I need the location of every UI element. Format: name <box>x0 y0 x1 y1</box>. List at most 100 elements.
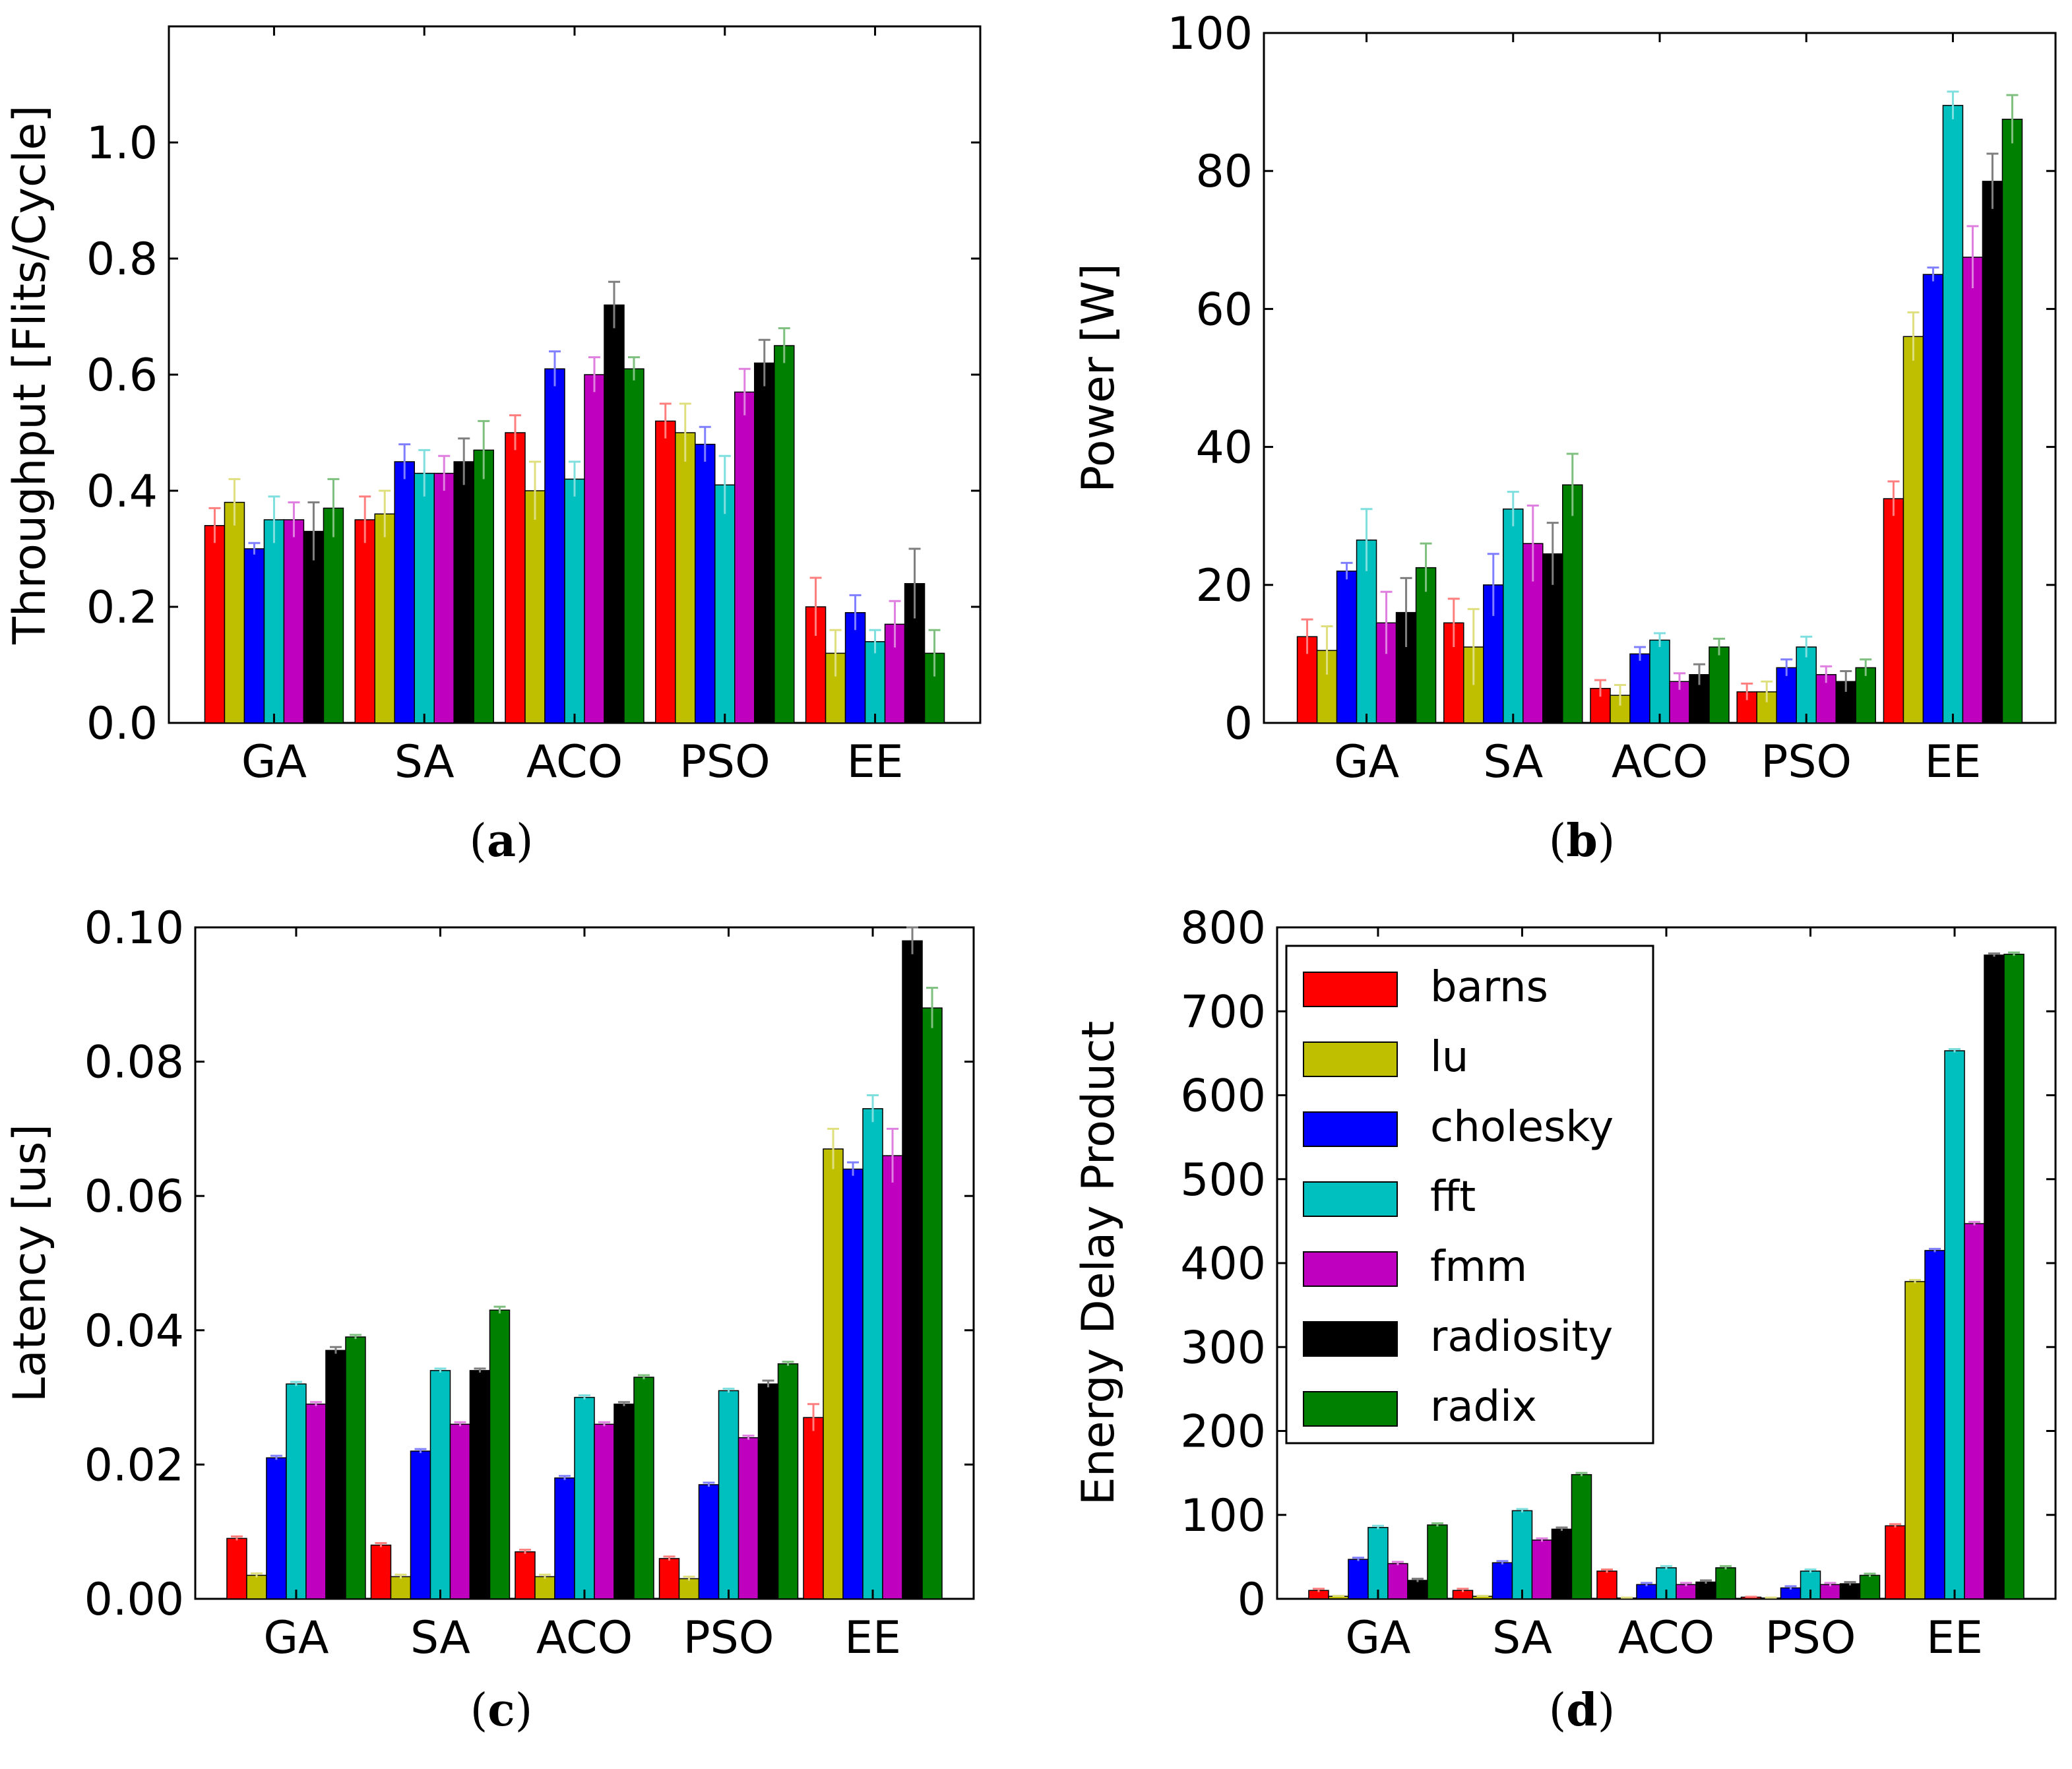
bar-radix <box>1571 1474 1592 1599</box>
bar-fft <box>286 1383 307 1599</box>
y-tick-label: 700 <box>1180 986 1266 1038</box>
bar-lu <box>374 513 395 724</box>
bar-radiosity <box>469 1370 491 1599</box>
bar-radiosity <box>902 940 923 1599</box>
bar-fmm <box>1819 1584 1841 1599</box>
bar-radix <box>623 368 644 724</box>
y-tick-label: 100 <box>1180 1490 1266 1542</box>
bar-cholesky <box>410 1450 431 1599</box>
bar-radix <box>1715 1567 1736 1599</box>
y-tick-label: 300 <box>1180 1322 1266 1374</box>
y-tick-label: 1.0 <box>86 117 158 170</box>
bar-lu <box>1904 1281 1926 1599</box>
x-tick-label: SA <box>394 736 455 788</box>
x-tick-label: PSO <box>683 1612 774 1664</box>
bar-radix <box>323 507 344 724</box>
bar-cholesky <box>243 548 265 724</box>
panel-caption: (b) <box>1549 815 1616 867</box>
legend-swatch-fft <box>1303 1181 1398 1217</box>
bar-radiosity <box>754 362 775 724</box>
bar-fft <box>263 519 285 724</box>
bar-cholesky <box>844 612 866 724</box>
bar-radix <box>2001 119 2023 724</box>
bar-fmm <box>594 1423 615 1599</box>
bar-radix <box>774 345 795 724</box>
bar-cholesky <box>1348 1559 1369 1599</box>
bar-radix <box>1562 484 1583 724</box>
caption-letter: c <box>487 1684 515 1737</box>
x-tick-label: SA <box>1492 1612 1552 1664</box>
bar-radix <box>922 1007 943 1599</box>
x-tick-label: EE <box>847 736 904 788</box>
bar-lu <box>224 501 245 724</box>
x-tick-label: GA <box>241 736 307 788</box>
y-tick-label: 100 <box>1167 8 1253 60</box>
x-tick-label: PSO <box>679 736 770 788</box>
bar-cholesky <box>1924 1250 1945 1599</box>
caption-letter: a <box>487 815 516 867</box>
caption-paren-close: ) <box>516 815 534 867</box>
legend-label-fmm: fmm <box>1430 1243 1527 1291</box>
bar-barns <box>658 1558 680 1599</box>
bar-fft <box>1511 1510 1533 1599</box>
bar-barns <box>370 1544 392 1599</box>
bar-fmm <box>882 1155 903 1599</box>
bar-radiosity <box>325 1350 346 1599</box>
bar-radiosity <box>613 1404 635 1599</box>
x-tick-label: EE <box>1924 736 1981 788</box>
bar-fmm <box>1676 1584 1697 1599</box>
x-tick-label: ACO <box>536 1612 633 1664</box>
legend-label-fft: fft <box>1430 1173 1476 1222</box>
y-tick-label: 800 <box>1180 902 1266 954</box>
bar-cholesky <box>394 461 415 724</box>
legend-swatch-barns <box>1303 972 1398 1007</box>
legend-swatch-fmm <box>1303 1251 1398 1287</box>
bar-fmm <box>738 1437 759 1599</box>
x-tick-label: ACO <box>1618 1612 1714 1664</box>
bar-barns <box>354 519 375 724</box>
x-tick-label: ACO <box>526 736 623 788</box>
panel-c: 0.00 0.02 0.04 0.06 0.08 0.10 Latency [us] GA SA… <box>4 902 975 1737</box>
bar-cholesky <box>1636 1584 1657 1599</box>
bar-cholesky <box>695 443 716 724</box>
bar-fmm <box>283 519 305 724</box>
bar-fmm <box>449 1423 471 1599</box>
bar-radix <box>633 1377 654 1599</box>
y-tick-label: 0.02 <box>84 1439 184 1491</box>
bar-fft <box>1796 646 1817 724</box>
bar-lu <box>534 1576 555 1599</box>
bar-fft <box>1944 1050 1965 1599</box>
panel-d: 0 100 200 300 400 500 600 700 800 Energy Delay Pr… <box>1073 902 2057 1737</box>
x-tick-label: EE <box>1926 1612 1983 1664</box>
bar-radix <box>1709 646 1730 724</box>
bar-fft <box>1367 1527 1389 1599</box>
bar-cholesky <box>698 1484 720 1599</box>
bar-radix <box>1855 667 1876 724</box>
caption-letter: d <box>1566 1684 1598 1737</box>
legend: barns lu cholesky fft fmm radiosity radix <box>1285 945 1654 1444</box>
bar-radix <box>489 1309 511 1599</box>
y-axis-title: Latency [us] <box>4 1124 56 1402</box>
bar-fft <box>414 472 435 724</box>
bar-radix <box>1415 567 1437 724</box>
bar-radiosity <box>453 461 474 724</box>
bar-radix <box>473 449 494 724</box>
bar-radiosity <box>1551 1528 1573 1599</box>
bar-fmm <box>734 391 755 724</box>
y-tick-label: 40 <box>1195 422 1253 474</box>
x-tick-label: EE <box>844 1612 901 1664</box>
legend-label-radix: radix <box>1430 1382 1537 1431</box>
bar-fft <box>718 1390 739 1599</box>
legend-label-lu: lu <box>1430 1033 1468 1082</box>
x-tick-label: ACO <box>1612 736 1708 788</box>
bar-cholesky <box>1336 571 1358 724</box>
bar-radix <box>777 1363 799 1599</box>
y-tick-label: 600 <box>1180 1071 1266 1123</box>
y-tick-label: 20 <box>1195 560 1253 612</box>
caption-letter: b <box>1566 815 1598 867</box>
y-axis-title: Energy Delay Product <box>1073 1021 1125 1506</box>
bar-radiosity <box>1695 1581 1716 1599</box>
y-tick-label: 0.4 <box>86 466 158 518</box>
y-tick-label: 400 <box>1180 1238 1266 1290</box>
